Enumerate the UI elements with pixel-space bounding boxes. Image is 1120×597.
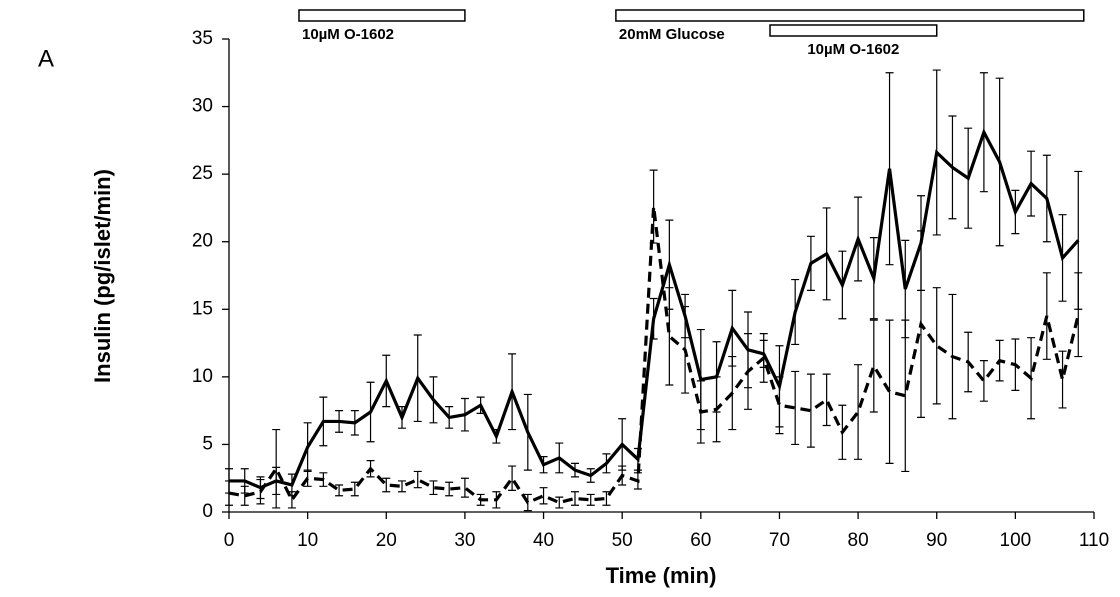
error-bar [775, 376, 784, 435]
y-tick-label: 20 [192, 231, 213, 252]
error-bar [822, 373, 831, 427]
error-bar [429, 480, 438, 496]
series-line [228, 206, 1080, 505]
error-bar [571, 491, 579, 506]
error-bar [1058, 350, 1067, 409]
error-bar [791, 370, 800, 446]
error-bar [602, 491, 611, 506]
error-bar [885, 319, 894, 464]
x-tick-label: 90 [926, 530, 947, 551]
error-bar [335, 484, 344, 497]
x-tick-label: 100 [1000, 530, 1032, 551]
series-line [229, 128, 1080, 490]
treatment-bar [615, 9, 1085, 22]
y-axis-title: Insulin (pg/islet/min) [90, 169, 115, 383]
error-bar [240, 485, 249, 506]
treatment-label: 10µM O-1602 [302, 26, 394, 43]
panel-label: A [38, 45, 54, 72]
error-bar [869, 319, 878, 413]
y-tick-label: 5 [202, 433, 213, 454]
error-bar [382, 477, 391, 493]
y-tick-label: 10 [192, 366, 213, 387]
x-tick-label: 110 [1079, 530, 1109, 551]
x-tick-label: 60 [690, 530, 711, 551]
error-bar [272, 428, 281, 509]
y-tick-label: 15 [192, 298, 213, 319]
treatment-bar [298, 9, 466, 22]
y-tick-label: 25 [192, 163, 213, 184]
x-tick-label: 50 [612, 530, 633, 551]
y-tick-label: 0 [202, 501, 213, 522]
x-tick-label: 20 [376, 530, 397, 551]
error-bar [508, 465, 517, 491]
x-tick-label: 80 [848, 530, 869, 551]
x-tick-label: 10 [297, 530, 318, 551]
x-tick-label: 30 [454, 530, 475, 551]
error-bar [979, 360, 988, 402]
error-bar [854, 364, 863, 460]
error-bar [555, 496, 564, 509]
x-axis-title: Time (min) [606, 563, 717, 588]
x-tick-label: 70 [769, 530, 790, 551]
error-bar [539, 487, 548, 505]
error-bar [665, 287, 674, 386]
x-tick-label: 0 [224, 530, 235, 551]
error-bar [806, 373, 815, 448]
treatment-label: 20mM Glucose [619, 26, 725, 43]
error-bar [1074, 272, 1083, 358]
error-bar [445, 481, 454, 497]
y-tick-label: 35 [192, 28, 213, 49]
error-bar [350, 481, 359, 497]
error-bar [460, 477, 469, 498]
x-tick-label: 40 [533, 530, 554, 551]
treatment-label: 10µM O-1602 [807, 41, 899, 58]
error-bar [586, 493, 595, 506]
error-bar [901, 319, 910, 473]
treatment-bar [769, 24, 938, 37]
error-bar [413, 470, 422, 489]
error-bar [398, 480, 406, 493]
error-bar [932, 287, 941, 405]
y-tick-label: 30 [192, 96, 213, 117]
